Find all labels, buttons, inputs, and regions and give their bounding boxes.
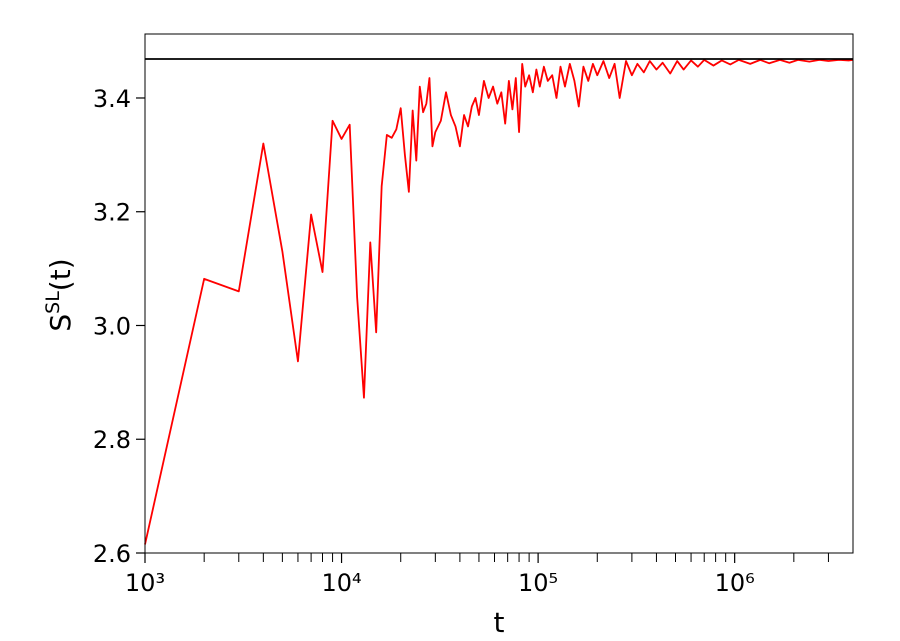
x-tick-label: 10⁴ xyxy=(321,569,361,597)
x-tick-label: 10³ xyxy=(125,569,165,597)
x-axis-label: t xyxy=(494,606,505,639)
y-tick-label: 3.0 xyxy=(93,312,131,340)
y-tick-label: 3.2 xyxy=(93,199,131,227)
data-line xyxy=(144,58,854,545)
y-axis-label: SSL(t) xyxy=(42,258,77,331)
x-tick-label: 10⁶ xyxy=(715,569,755,597)
x-tick-label: 10⁵ xyxy=(518,569,558,597)
plot-frame xyxy=(144,33,854,554)
y-tick-label: 2.8 xyxy=(93,426,131,454)
y-tick-label: 2.6 xyxy=(93,540,131,568)
y-label-sup: SL xyxy=(42,291,64,314)
y-label-rest: (t) xyxy=(44,258,77,291)
y-tick-label: 3.4 xyxy=(93,85,131,113)
y-label-base: S xyxy=(44,314,77,332)
